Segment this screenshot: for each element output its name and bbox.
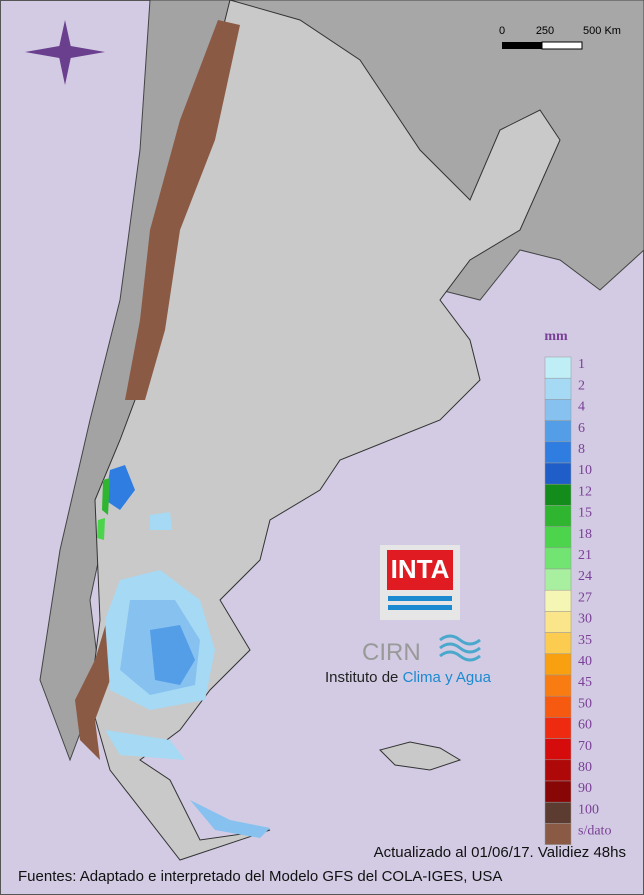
legend-label: 10 [578, 463, 592, 478]
legend-label: 1 [578, 357, 585, 372]
legend-swatch [544, 526, 572, 549]
legend-label: 4 [578, 400, 585, 415]
legend-label: 24 [578, 569, 592, 584]
legend-swatch [544, 377, 572, 400]
legend-swatch [544, 717, 572, 739]
legend-swatch [544, 823, 572, 845]
legend-swatch [544, 462, 572, 485]
legend-label: 12 [578, 484, 592, 499]
legend-swatch [544, 568, 572, 591]
legend-swatch [544, 356, 572, 379]
rain-area [102, 478, 110, 515]
scale-label: 500 Km [583, 25, 621, 37]
rain-area [105, 465, 135, 510]
legend-label: 6 [578, 421, 585, 436]
inta-stripe [388, 605, 452, 610]
no-data-area [125, 20, 240, 400]
institute-text: Instituto de Clima y Agua [325, 669, 492, 686]
legend-label: 27 [578, 590, 592, 605]
legend-swatch [544, 759, 572, 782]
legend-label: s/dato [578, 824, 611, 839]
inta-stripe [388, 596, 452, 601]
sources-text: Fuentes: Adaptado e interpretado del Mod… [18, 868, 502, 885]
legend: mm 1246810121518212427303540455060708090… [544, 329, 611, 845]
legend-label: 90 [578, 781, 592, 796]
legend-swatch [544, 441, 572, 464]
rain-area [105, 730, 185, 760]
legend-label: 15 [578, 506, 592, 521]
institute-text: Instituto de [325, 669, 398, 686]
legend-label: 35 [578, 633, 592, 648]
compass-rose [25, 20, 105, 85]
legend-swatch [544, 505, 572, 527]
legend-label: 18 [578, 527, 592, 542]
legend-swatch [544, 483, 572, 506]
legend-swatch [544, 420, 572, 443]
legend-swatch [544, 399, 572, 421]
legend-swatch [544, 738, 572, 761]
legend-title: mm [544, 329, 568, 344]
legend-label: 60 [578, 718, 592, 733]
legend-label: 8 [578, 442, 585, 457]
scale-bar [502, 42, 542, 49]
legend-label: 30 [578, 612, 592, 627]
legend-swatch [544, 780, 572, 803]
legend-label: 50 [578, 696, 592, 711]
rain-area [190, 800, 270, 838]
cirn-text: CIRN [362, 639, 421, 666]
legend-swatch [544, 653, 572, 676]
updated-text: Actualizado al 01/06/17. Validiez 48hs [374, 844, 626, 861]
legend-swatch [544, 589, 572, 612]
rain-area [97, 518, 105, 540]
rain-area [150, 625, 195, 685]
legend-swatch [544, 674, 572, 697]
legend-label: 40 [578, 654, 592, 669]
legend-swatch [544, 547, 572, 570]
legend-label: 2 [578, 378, 585, 393]
institute-highlight: Clima y Agua [403, 669, 492, 686]
islands [379, 741, 462, 771]
inta-logo-box [387, 550, 453, 590]
cirn-waves [439, 634, 481, 662]
scale-label: 250 [536, 25, 554, 37]
legend-swatch [544, 801, 572, 824]
legend-label: 21 [578, 548, 592, 563]
legend-label: 70 [578, 739, 592, 754]
inta-text: INTA [391, 554, 450, 584]
legend-label: 45 [578, 675, 592, 690]
rain-area [150, 512, 172, 530]
legend-swatch [544, 611, 572, 633]
legend-swatch [544, 632, 572, 655]
legend-swatch [544, 695, 572, 718]
legend-label: 80 [578, 760, 592, 775]
legend-label: 100 [578, 802, 599, 817]
scale-label: 0 [499, 25, 505, 37]
scale-bar [541, 41, 583, 50]
